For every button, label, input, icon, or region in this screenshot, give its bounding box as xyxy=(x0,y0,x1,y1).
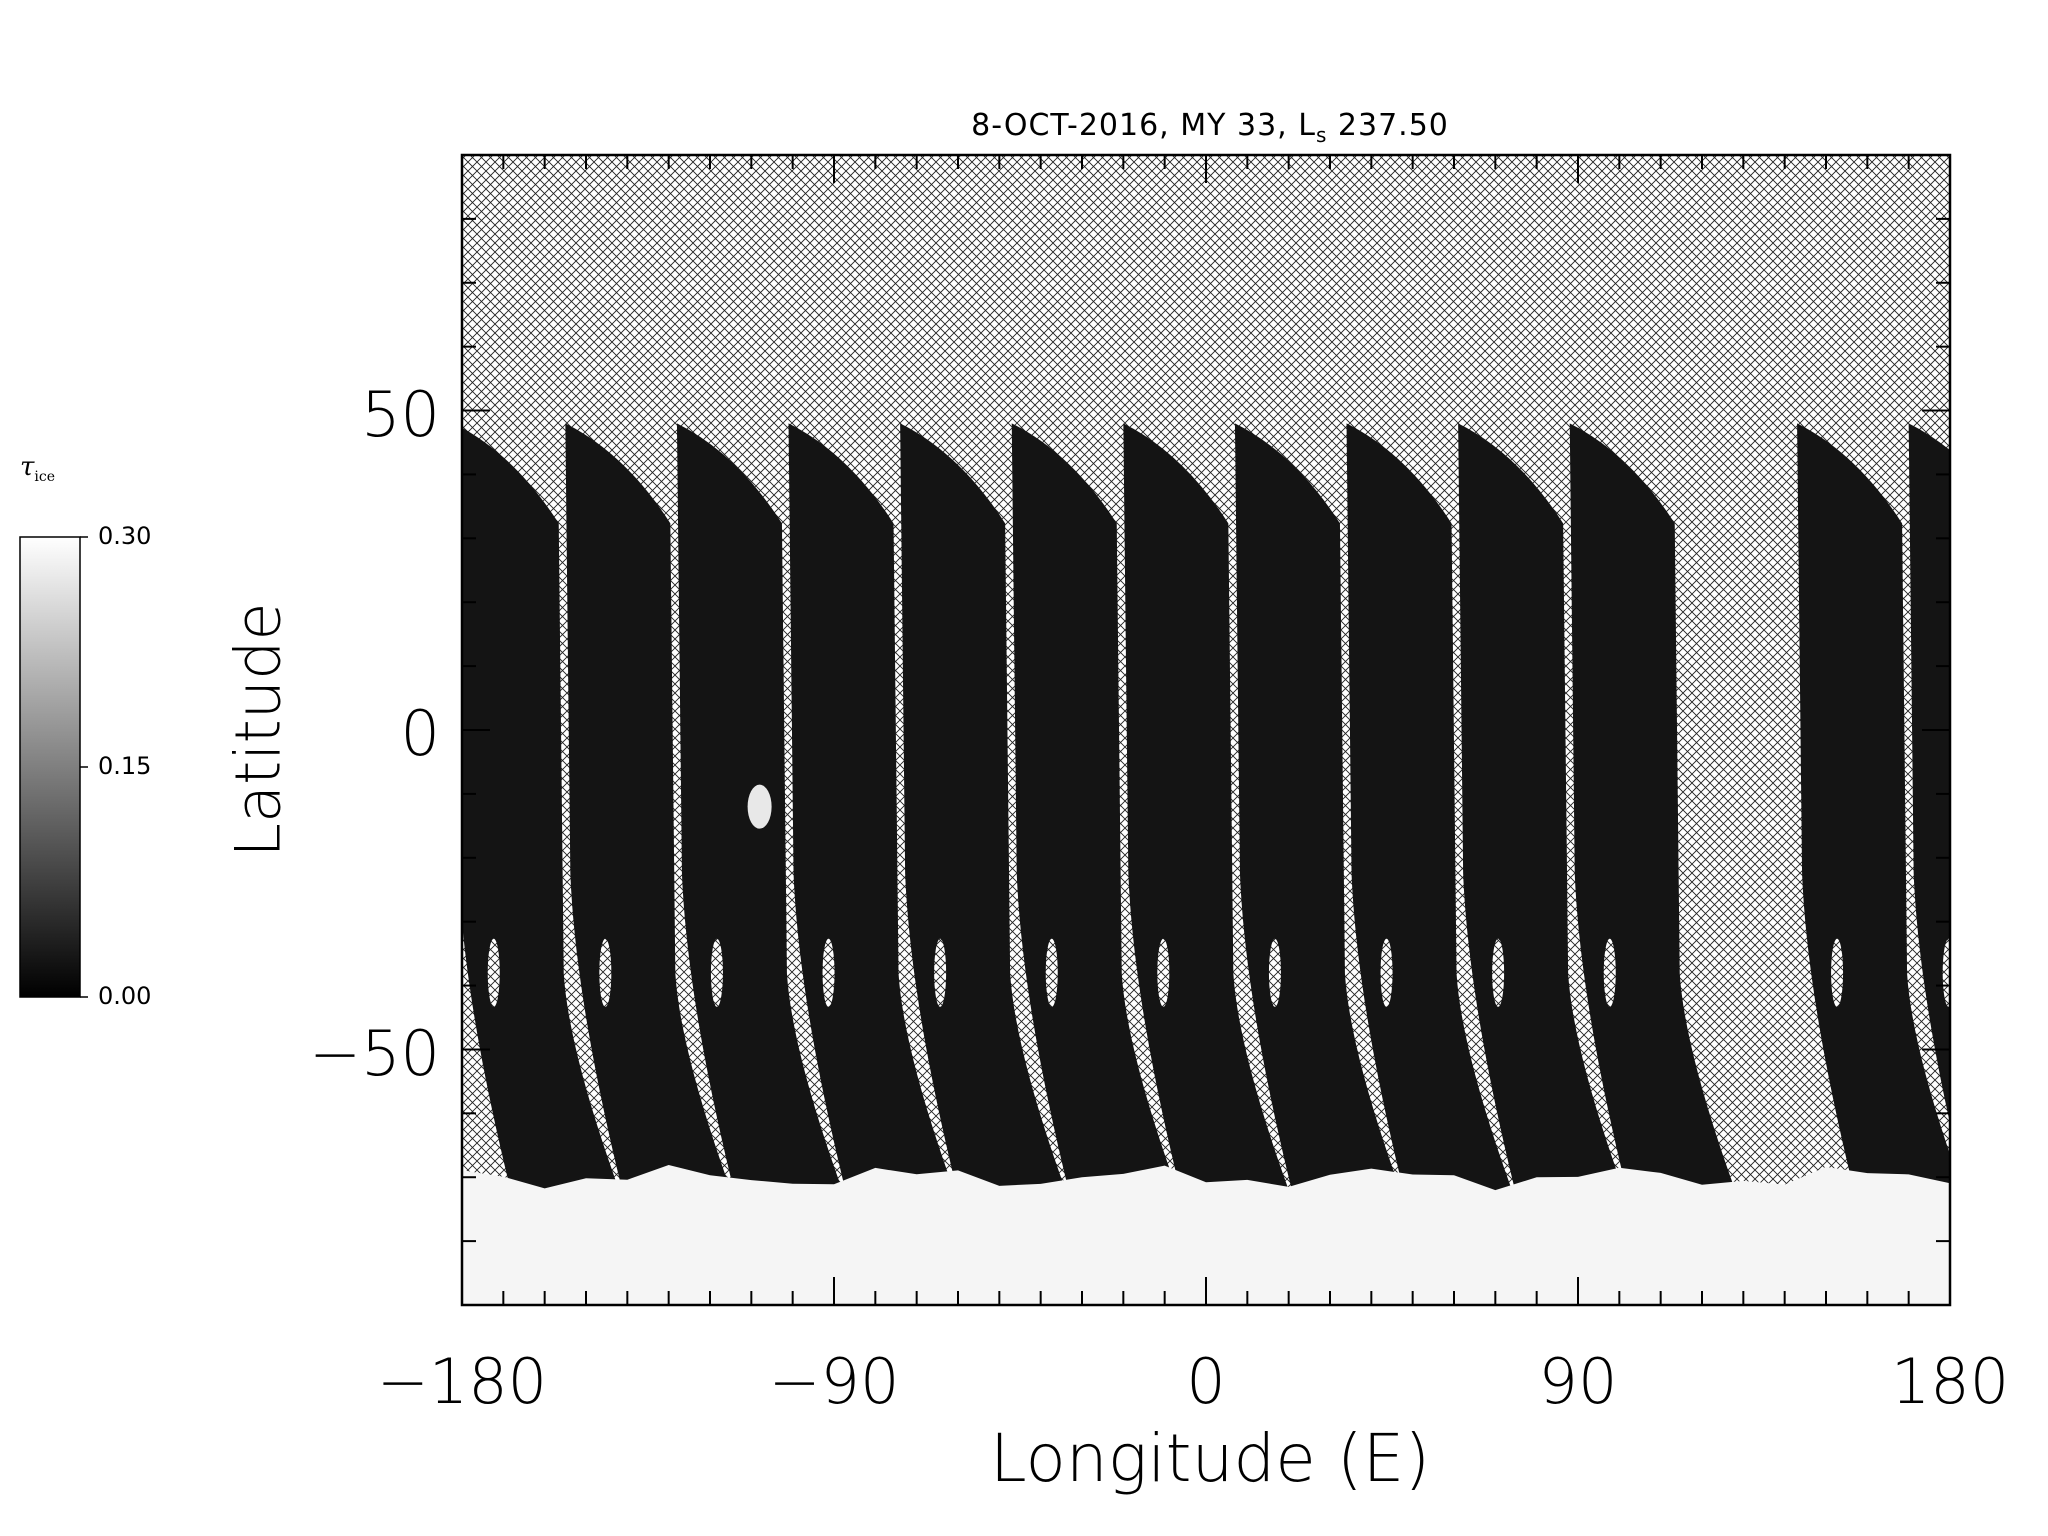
colorbar xyxy=(19,536,88,998)
y-tick-label: 0 xyxy=(400,697,440,770)
orbit-swath xyxy=(900,423,1071,1203)
x-tick-label: 180 xyxy=(1890,1345,2010,1418)
colorbar-label: τice xyxy=(20,452,55,485)
x-tick-label: 90 xyxy=(1538,1345,1618,1418)
x-axis-label: Longitude (E) xyxy=(989,1420,1431,1497)
colorbar-label-sub: ice xyxy=(34,469,55,486)
data-gap xyxy=(487,938,500,1007)
y-axis-label: Latitude xyxy=(221,602,295,858)
plot-area xyxy=(462,155,1950,1305)
orbit-swath xyxy=(1458,423,1629,1203)
x-tick-label: −90 xyxy=(768,1345,900,1418)
colorbar-tick-label: 0.00 xyxy=(98,982,152,1010)
colorbar-tick-label: 0.15 xyxy=(98,752,152,780)
orbit-swath xyxy=(462,427,624,1203)
orbit-swath xyxy=(565,423,736,1203)
axis-ticks xyxy=(461,154,1951,1306)
orbit-swath xyxy=(788,423,959,1203)
x-tick-label: 0 xyxy=(1186,1345,1226,1418)
orbit-swath xyxy=(1011,423,1182,1203)
y-tick-label: 50 xyxy=(361,378,440,451)
data-gap xyxy=(1603,938,1616,1007)
data-gap xyxy=(1157,938,1170,1007)
orbit-swath xyxy=(1797,423,1950,1203)
colorbar-scale xyxy=(19,536,81,998)
title-main: 8-OCT-2016, MY 33, L xyxy=(971,108,1316,143)
orbit-swath xyxy=(1123,423,1294,1203)
data-gap xyxy=(710,938,723,1007)
orbit-swath xyxy=(1908,423,1950,1124)
south-polar-ice xyxy=(462,1165,1950,1305)
data-gap xyxy=(1942,938,1950,1007)
colorbar-tick-label: 0.30 xyxy=(98,522,152,550)
data-gap xyxy=(822,938,835,1007)
y-tick-label: −50 xyxy=(309,1017,440,1090)
data-gap xyxy=(1831,938,1844,1007)
orbit-swath xyxy=(1346,423,1517,1203)
title-value: 237.50 xyxy=(1327,108,1449,143)
data-gap xyxy=(1045,938,1058,1007)
colorbar-label-symbol: τ xyxy=(20,452,35,482)
data-gap xyxy=(599,938,612,1007)
chart-title: 8-OCT-2016, MY 33, Ls 237.50 xyxy=(460,108,1960,147)
orbit-swaths xyxy=(462,423,1950,1203)
data-gap xyxy=(1268,938,1281,1007)
data-gap xyxy=(1492,938,1505,1007)
bright-cloud xyxy=(747,784,772,829)
orbit-swath xyxy=(1569,423,1740,1203)
title-subscript: s xyxy=(1315,123,1328,147)
x-tick-label: −180 xyxy=(376,1345,548,1418)
data-gap xyxy=(934,938,947,1007)
data-gap xyxy=(1380,938,1393,1007)
orbit-swath xyxy=(1234,423,1405,1203)
